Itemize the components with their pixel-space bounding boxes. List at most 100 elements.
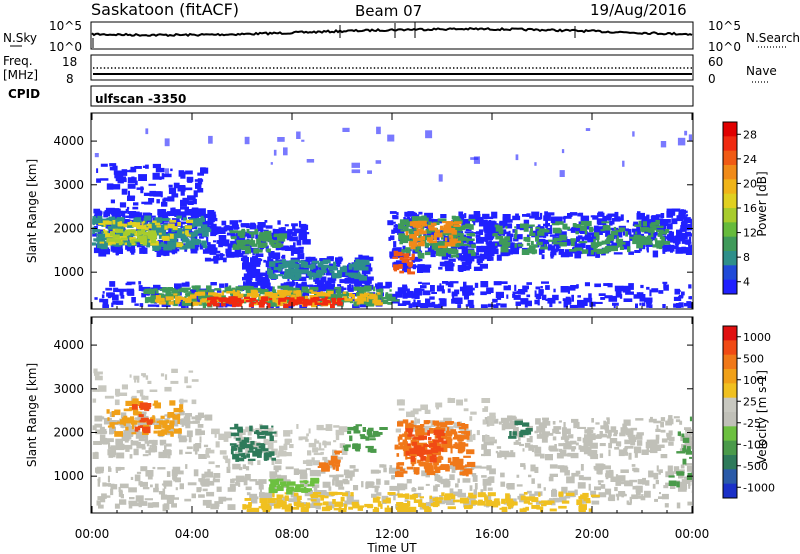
heatmap-cell xyxy=(410,455,416,462)
heatmap-cell xyxy=(498,229,504,235)
heatmap-cell xyxy=(653,472,659,480)
heatmap-cell xyxy=(534,446,542,454)
heatmap-cell xyxy=(223,299,231,302)
heatmap-cell xyxy=(534,299,539,305)
heatmap-cell xyxy=(487,436,495,442)
heatmap-cell xyxy=(416,228,424,232)
heatmap-cell xyxy=(527,247,533,254)
heatmap-cell xyxy=(278,445,284,451)
heatmap-cell xyxy=(479,263,488,269)
heatmap-cell xyxy=(437,433,445,436)
heatmap-cell xyxy=(427,430,430,436)
heatmap-cell xyxy=(464,505,472,510)
heatmap-cell xyxy=(311,302,318,308)
heatmap-cell xyxy=(526,294,531,298)
heatmap-cell xyxy=(94,375,103,381)
heatmap-cell xyxy=(167,453,171,459)
heatmap-cell xyxy=(630,440,636,446)
heatmap-cell xyxy=(445,466,450,472)
heatmap-cell xyxy=(305,295,309,300)
heatmap-cell xyxy=(550,225,553,231)
heatmap-cell xyxy=(180,224,183,227)
heatmap-cell xyxy=(632,131,635,137)
heatmap-cell xyxy=(374,297,378,303)
heatmap-cell xyxy=(199,242,204,250)
heatmap-cell xyxy=(99,434,106,442)
heatmap-cell xyxy=(446,426,450,433)
heatmap-cell xyxy=(499,222,504,228)
heatmap-cell xyxy=(94,423,103,428)
heatmap-cell xyxy=(244,283,253,287)
heatmap-cell xyxy=(421,446,426,452)
heatmap-cell xyxy=(103,237,110,241)
heatmap-cell xyxy=(660,444,665,448)
heatmap-cell xyxy=(198,236,204,239)
heatmap-cell xyxy=(121,223,128,227)
heatmap-cell xyxy=(482,408,488,412)
heatmap-cell xyxy=(609,438,618,444)
heatmap-cell xyxy=(115,389,120,397)
heatmap-cell xyxy=(150,484,153,488)
heatmap-cell xyxy=(143,247,146,254)
heatmap-cell xyxy=(261,236,268,242)
heatmap-cell xyxy=(312,484,320,488)
heatmap-cell xyxy=(120,295,125,299)
heatmap-cell xyxy=(130,244,136,250)
heatmap-cell xyxy=(626,220,629,223)
heatmap-cell xyxy=(322,283,332,290)
heatmap-cell xyxy=(595,422,600,425)
heatmap-cell xyxy=(403,225,409,232)
heatmap-cell xyxy=(290,259,299,263)
heatmap-cell xyxy=(558,505,567,509)
heatmap-cell xyxy=(459,497,469,504)
heatmap-cell xyxy=(276,242,282,248)
heatmap-cell xyxy=(595,435,602,439)
heatmap-cell xyxy=(508,504,511,510)
heatmap-cell xyxy=(328,460,335,466)
heatmap-cell xyxy=(161,483,169,486)
heatmap-cell xyxy=(237,438,245,443)
heatmap-cell xyxy=(389,465,393,469)
heatmap-cell xyxy=(487,487,493,491)
heatmap-cell xyxy=(425,503,434,506)
heatmap-cell xyxy=(600,433,607,438)
heatmap-cell xyxy=(496,446,502,449)
heatmap-cell xyxy=(550,245,556,252)
heatmap-cell xyxy=(376,296,380,303)
heatmap-cell xyxy=(445,431,453,437)
heatmap-cell xyxy=(438,476,443,483)
colorbar-swatch xyxy=(723,122,737,137)
heatmap-cell xyxy=(490,242,495,247)
heatmap-cell xyxy=(393,495,396,501)
heatmap-cell xyxy=(396,470,400,477)
heatmap-cell xyxy=(322,501,329,506)
heatmap-cell xyxy=(469,416,473,421)
heatmap-cell xyxy=(506,219,513,223)
heatmap-cell xyxy=(593,238,596,244)
heatmap-cell xyxy=(267,256,272,261)
heatmap-cell xyxy=(439,225,444,230)
heatmap-cell xyxy=(234,247,242,254)
heatmap-cell xyxy=(500,281,508,284)
heatmap-cell xyxy=(414,227,419,231)
heatmap-cell xyxy=(186,245,189,249)
heatmap-cell xyxy=(272,229,280,235)
heatmap-cell xyxy=(630,427,638,431)
heatmap-cell xyxy=(506,452,516,458)
heatmap-cell xyxy=(673,303,678,308)
heatmap-cell xyxy=(433,428,436,431)
heatmap-cell xyxy=(291,294,296,297)
heatmap-cell xyxy=(296,495,302,500)
heatmap-cell xyxy=(226,466,231,473)
heatmap-cell xyxy=(491,211,498,219)
heatmap-cell xyxy=(622,492,626,496)
heatmap-cell xyxy=(188,435,192,443)
heatmap-cell xyxy=(93,229,101,233)
heatmap-cell xyxy=(445,426,454,432)
heatmap-cell xyxy=(420,240,425,244)
heatmap-cell xyxy=(114,399,120,406)
heatmap-cell xyxy=(622,160,625,167)
heatmap-cell xyxy=(184,413,192,417)
heatmap-cell xyxy=(120,237,128,240)
heatmap-cell xyxy=(270,301,279,307)
